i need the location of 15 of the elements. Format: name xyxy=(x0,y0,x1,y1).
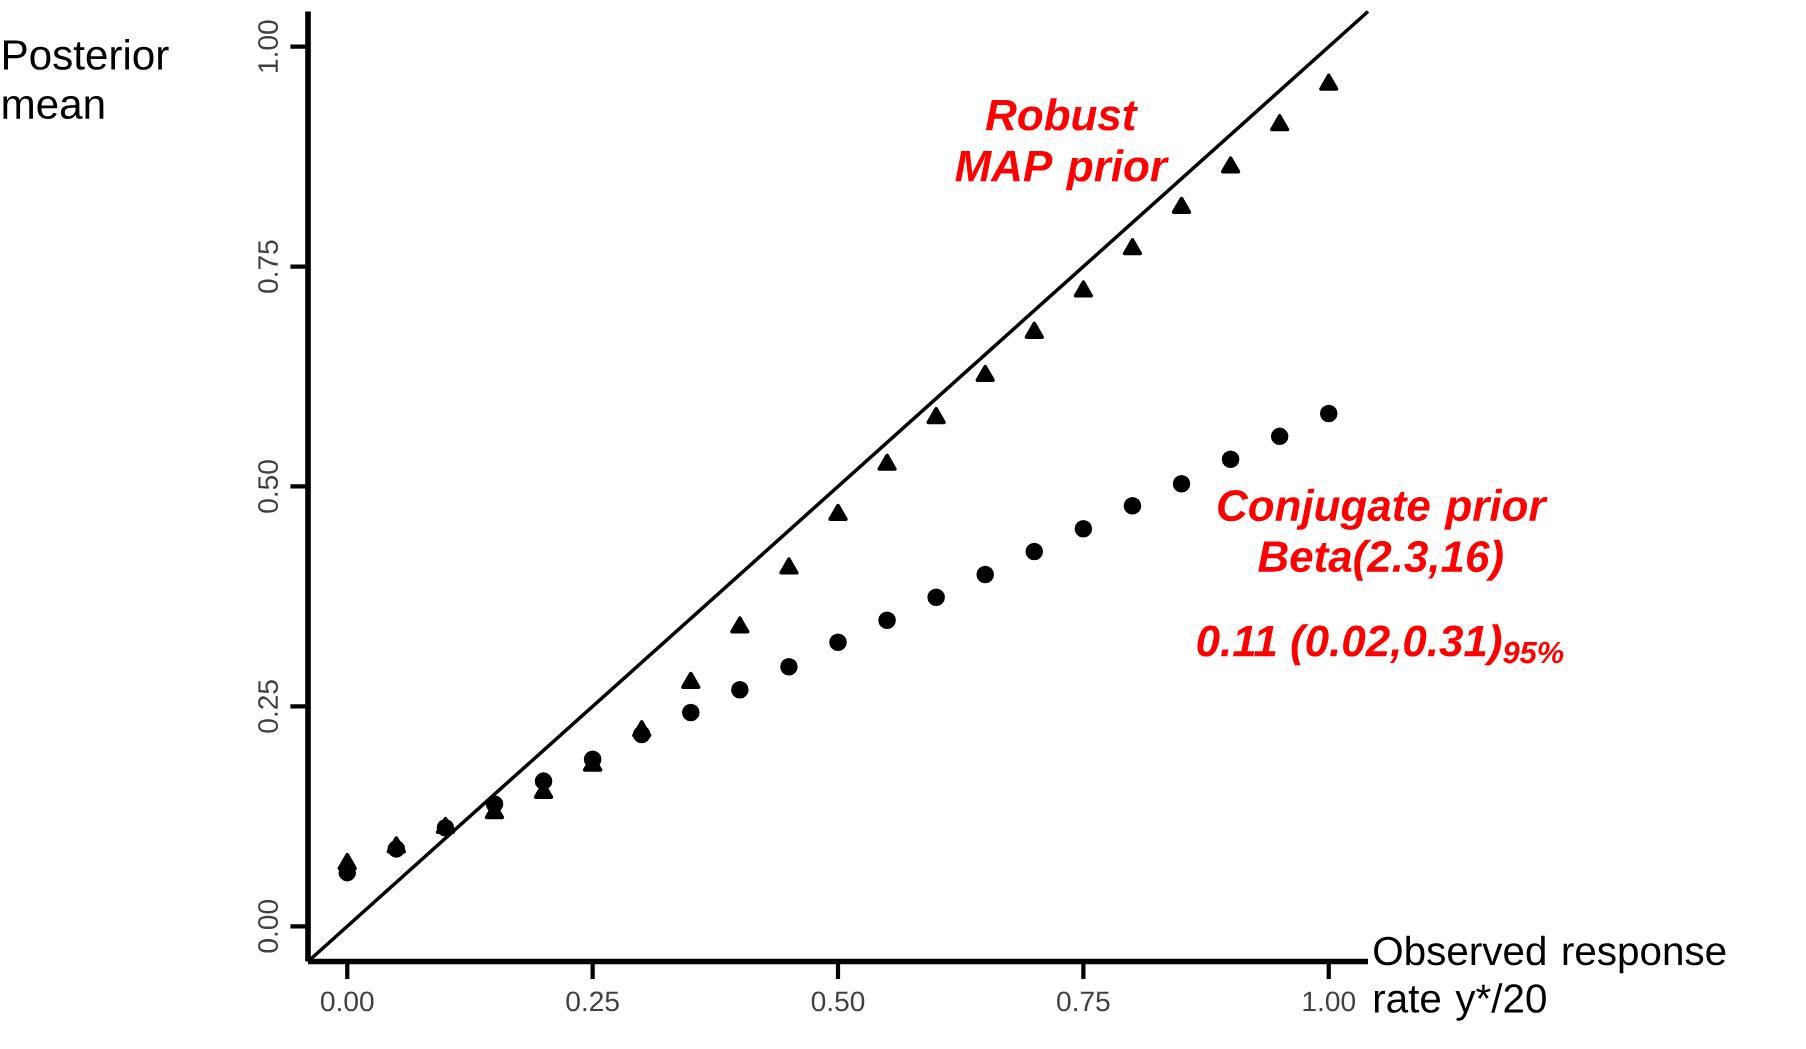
x-axis-title: Observed response rate y*/20 xyxy=(1374,935,1726,1021)
x-tick-label: 0.50 xyxy=(811,991,865,1012)
y-axis-title: Posterior mean xyxy=(3,38,169,120)
y-tick-label: 0.25 xyxy=(258,680,279,733)
annotation: 0.11 (0.02,0.31)$_{95%}$ xyxy=(1197,624,1564,666)
series-label: Conjugate prior Beta(2.3,16) xyxy=(1218,488,1548,581)
x-tick-label: 0.75 xyxy=(1057,991,1110,1012)
y-tick-label: 0.50 xyxy=(258,460,279,513)
x-tick-label: 0.00 xyxy=(321,991,374,1012)
y-tick-label: 1.00 xyxy=(258,20,279,72)
x-tick-label: 1.00 xyxy=(1303,991,1356,1012)
y-tick-label: 0.75 xyxy=(258,240,279,293)
y-tick-label: 0.00 xyxy=(258,900,279,953)
x-tick-label: 0.25 xyxy=(566,991,619,1012)
series-label: Robust MAP prior xyxy=(955,98,1169,191)
